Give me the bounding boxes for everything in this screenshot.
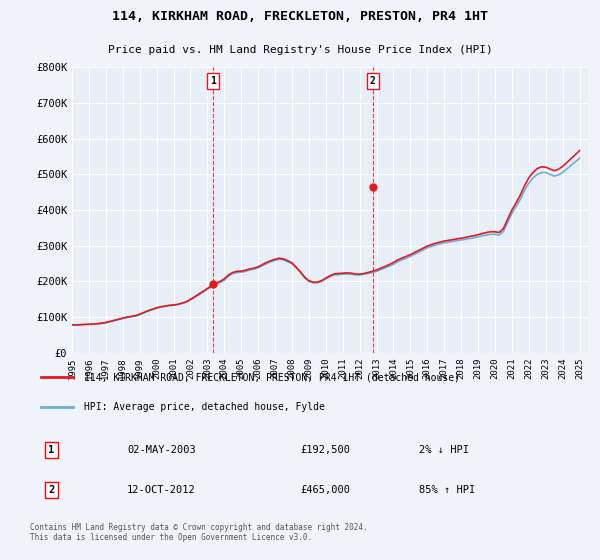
Text: 1: 1 [49,445,55,455]
Text: £192,500: £192,500 [300,445,350,455]
Text: 1: 1 [210,76,216,86]
Text: HPI: Average price, detached house, Fylde: HPI: Average price, detached house, Fyld… [84,402,325,412]
Text: 114, KIRKHAM ROAD, FRECKLETON, PRESTON, PR4 1HT (detached house): 114, KIRKHAM ROAD, FRECKLETON, PRESTON, … [84,372,460,382]
Text: Contains HM Land Registry data © Crown copyright and database right 2024.
This d: Contains HM Land Registry data © Crown c… [30,522,368,542]
Text: 2: 2 [370,76,376,86]
Text: 2: 2 [49,485,55,494]
Text: 02-MAY-2003: 02-MAY-2003 [127,445,196,455]
Text: 2% ↓ HPI: 2% ↓ HPI [419,445,469,455]
Text: 85% ↑ HPI: 85% ↑ HPI [419,485,475,494]
Text: £465,000: £465,000 [300,485,350,494]
Text: 114, KIRKHAM ROAD, FRECKLETON, PRESTON, PR4 1HT: 114, KIRKHAM ROAD, FRECKLETON, PRESTON, … [112,10,488,24]
Text: 12-OCT-2012: 12-OCT-2012 [127,485,196,494]
Text: Price paid vs. HM Land Registry's House Price Index (HPI): Price paid vs. HM Land Registry's House … [107,45,493,55]
